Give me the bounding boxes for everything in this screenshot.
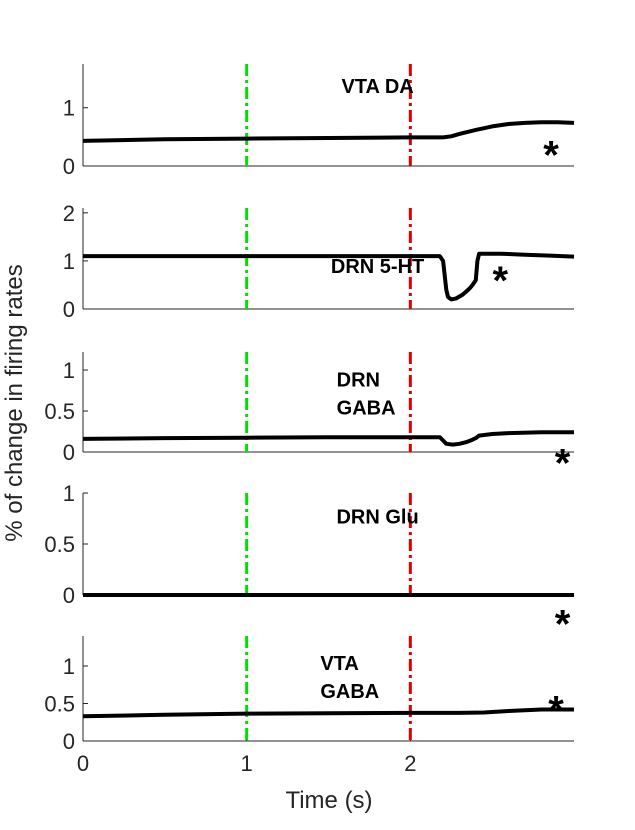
y-tick-label: 0.5 (44, 399, 75, 424)
panels: 0 1 VTA DA * 0 1 2 DRN 5-HT * 0 0.5 1 DRN GABA * 0 0.5 1 D… (44, 64, 575, 776)
significance-star: * (555, 603, 571, 647)
significance-star: * (555, 442, 571, 486)
significance-star: * (543, 133, 559, 177)
x-tick-label: 0 (77, 751, 89, 776)
panel-4: 0 0.5 1 DRN Glu * (44, 481, 574, 647)
y-tick-label: 0 (63, 440, 75, 465)
panel-label: GABA (320, 681, 379, 703)
panel-label: DRN (337, 369, 380, 391)
panel-label: DRN Glu (336, 507, 418, 529)
y-tick-label: 1 (63, 358, 75, 383)
panel-label: VTA (320, 653, 359, 675)
significance-star: * (548, 689, 564, 733)
y-tick-label: 0 (63, 154, 75, 179)
y-tick-label: 1 (63, 654, 75, 679)
y-tick-label: 0.5 (44, 532, 75, 557)
panel-2: 0 1 2 DRN 5-HT * (63, 201, 575, 322)
series-line (82, 707, 574, 719)
x-axis-title: Time (s) (285, 787, 372, 814)
y-tick-label: 1 (63, 249, 75, 274)
panel-label: VTA DA (341, 76, 413, 98)
panel-label: DRN 5-HT (331, 256, 424, 278)
panel-3: 0 0.5 1 DRN GABA * (44, 352, 574, 486)
series-line (83, 251, 575, 302)
y-tick-label: 0.5 (44, 692, 75, 717)
panel-5: 0 0.5 1 VTA GABA * 0 1 2 (44, 636, 574, 776)
significance-star: * (493, 259, 509, 303)
y-tick-label: 1 (63, 96, 75, 121)
y-axis-title: % of change in firing rates (1, 264, 28, 542)
y-tick-label: 0 (63, 729, 75, 754)
series-line (82, 430, 574, 447)
x-tick-label: 2 (404, 751, 416, 776)
panel-1: 0 1 VTA DA * (63, 64, 575, 179)
y-tick-label: 0 (63, 583, 75, 608)
x-tick-label: 1 (241, 751, 253, 776)
y-tick-label: 1 (63, 481, 75, 506)
panel-label: GABA (337, 397, 396, 419)
series-line (82, 120, 575, 143)
y-tick-label: 0 (63, 297, 75, 322)
y-tick-label: 2 (63, 201, 75, 226)
